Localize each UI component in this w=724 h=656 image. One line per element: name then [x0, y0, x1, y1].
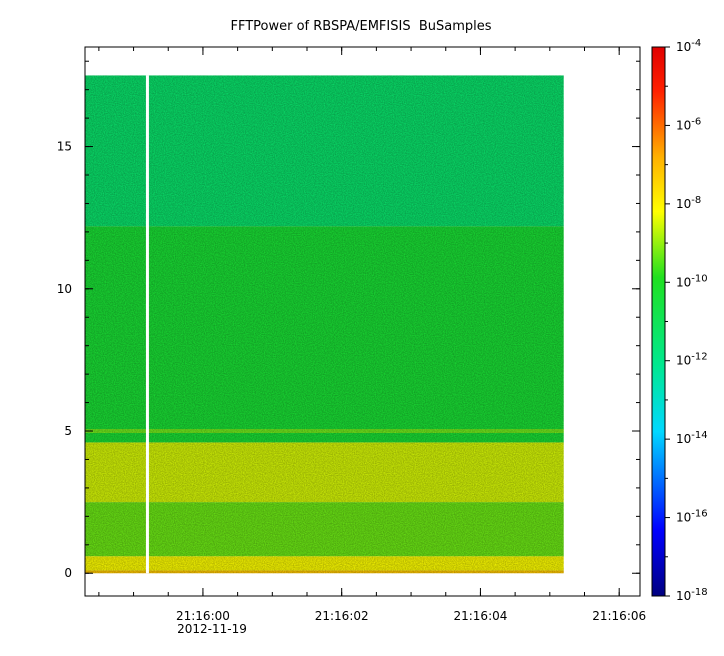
y-tick-label: 10 [57, 282, 72, 296]
x-tick-label: 21:16:00 [176, 609, 230, 623]
x-tick-label: 21:16:04 [453, 609, 507, 623]
y-tick-label: 15 [57, 140, 72, 154]
colorbar-tick-label: 10-4 [676, 38, 701, 54]
colorbar-tick-label: 10-10 [676, 273, 708, 289]
colorbar [651, 46, 666, 597]
chart-title: FFTPower of RBSPA/EMFISIS BuSamples [230, 19, 491, 34]
colorbar-tick-label: 10-16 [676, 509, 708, 525]
x-axis: 21:16:00 21:16:02 21:16:04 21:16:06 [98, 47, 646, 623]
colorbar-tick-label: 10-8 [676, 195, 701, 211]
data-gap [145, 75, 149, 574]
plot-frame [84, 46, 641, 597]
y-tick-label: 5 [64, 424, 72, 438]
x-tick-label: 21:16:06 [592, 609, 646, 623]
y-axis: 0 5 10 15 [57, 60, 640, 580]
colorbar-tick-label: 10-18 [676, 587, 708, 603]
gap-stripe [145, 75, 149, 574]
heatmap-texture [85, 75, 564, 574]
colorbar-axis: 10-4 10-6 10-8 10-10 10-12 10-14 10-16 10-18 [665, 38, 708, 603]
heatmap-noise [85, 75, 564, 574]
y-tick-label: 0 [64, 566, 72, 580]
x-tick-label: 21:16:02 [315, 609, 369, 623]
colorbar-tick-label: 10-12 [676, 352, 708, 368]
colorbar-tick-label: 10-6 [676, 116, 701, 132]
x-date-label: 2012-11-19 [177, 622, 247, 636]
colorbar-tick-label: 10-14 [676, 430, 708, 446]
